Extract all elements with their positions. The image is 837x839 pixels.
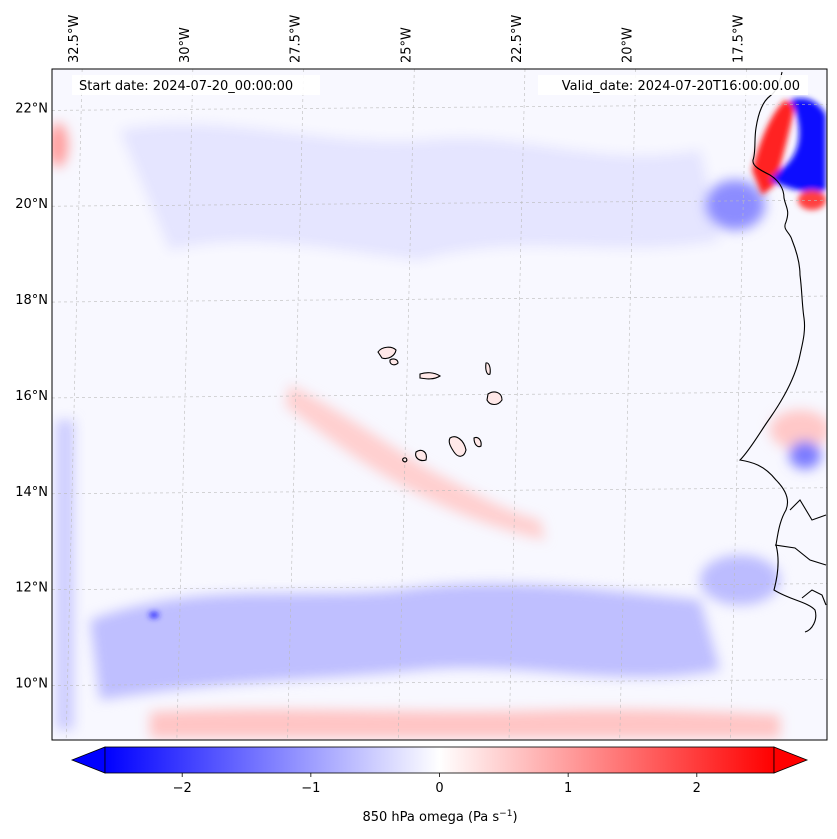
omega-northeast-blue	[705, 180, 765, 230]
colorbar-label-exponent: −1	[499, 809, 512, 819]
longitude-tick-label: 17.5°W	[731, 15, 746, 63]
latitude-tick-label: 14°N	[15, 485, 48, 500]
longitude-tick-label: 27.5°W	[289, 15, 304, 63]
annotation-strip-right	[538, 75, 808, 95]
start-date-label: Start date: 2024-07-20_00:00:00	[79, 79, 293, 94]
coastline-gambia	[774, 544, 827, 566]
omega-left-pink-spot	[52, 123, 68, 167]
colorbar-tick-label: 2	[693, 781, 701, 796]
gridlines	[52, 69, 827, 740]
colorbar-ticks: −2 −1 0 1 2	[173, 773, 701, 796]
island-boa-vista	[486, 391, 503, 406]
longitude-tick-label: 22.5°W	[510, 15, 525, 63]
latitude-tick-label: 12°N	[15, 581, 48, 596]
island-sao-nicolau	[419, 372, 441, 380]
coastline-inlet-senegal	[789, 499, 827, 521]
omega-right-blue-patch	[789, 441, 821, 469]
longitude-tick-labels: 32.5°W 30°W 27.5°W 25°W 22.5°W 20°W 17.5°W	[67, 15, 746, 63]
colorbar: −2 −1 0 1 2 850 hPa omega (Pa s−1)	[70, 746, 809, 825]
latitude-tick-label: 22°N	[15, 101, 48, 116]
longitude-tick-label: 20°W	[621, 27, 636, 63]
coastline-bijagos	[801, 589, 827, 606]
latitude-tick-label: 18°N	[15, 293, 48, 308]
latitude-tick-label: 20°N	[15, 197, 48, 212]
omega-negative-south-band	[90, 583, 720, 700]
meridian-gridline	[65, 69, 83, 740]
longitude-tick-label: 25°W	[399, 27, 414, 63]
omega-weak-negative-north	[120, 124, 720, 260]
colorbar-extend-max	[773, 746, 809, 774]
colorbar-tick-label: −2	[173, 781, 192, 796]
meridian-gridline	[508, 69, 526, 740]
longitude-tick-label: 30°W	[178, 27, 193, 63]
omega-positive-bottom-strip	[150, 709, 780, 738]
omega-coast-red-blob	[798, 190, 826, 210]
island-maio	[473, 436, 482, 448]
island-sao-vicente	[389, 358, 399, 366]
latitude-tick-label: 16°N	[15, 389, 48, 404]
meridian-gridline	[176, 69, 194, 740]
colorbar-tick-label: −1	[301, 781, 320, 796]
map-panel[interactable]: Start date: 2024-07-20_00:00:00 Valid_da…	[48, 69, 830, 740]
omega-field	[52, 123, 827, 738]
omega-southeast-blue	[700, 555, 780, 605]
colorbar-label-end: )	[512, 810, 517, 825]
island-sal	[485, 362, 491, 375]
meridian-gridline	[619, 69, 637, 740]
map-frame	[51, 68, 828, 741]
colorbar-body	[104, 746, 775, 774]
colorbar-extend-min	[70, 746, 106, 774]
omega-positive-band	[285, 385, 545, 540]
colorbar-label: 850 hPa omega (Pa s−1)	[362, 809, 517, 825]
island-santiago	[448, 436, 467, 457]
meridian-gridline	[287, 69, 304, 740]
island-brava	[402, 457, 408, 463]
latitude-tick-label: 10°N	[15, 676, 48, 691]
omega-strong-negative-coast	[770, 98, 826, 192]
island-santo-antao	[377, 346, 397, 360]
latitude-tick-labels: 22°N 20°N 18°N 16°N 14°N 12°N 10°N	[15, 101, 48, 691]
annotation-strip-left	[72, 75, 320, 95]
omega-small-dipole-blue	[149, 612, 159, 618]
meridian-gridline	[730, 69, 747, 740]
colorbar-tick-label: 1	[564, 781, 572, 796]
omega-right-pink-patch	[770, 410, 827, 450]
meridian-gridline	[397, 69, 415, 740]
colorbar-label-main: 850 hPa omega (Pa s	[362, 810, 499, 825]
colorbar-tick-label: 0	[435, 781, 443, 796]
coastlines	[377, 71, 827, 633]
valid-date-label: Valid_date: 2024-07-20T16:00:00.00	[562, 79, 800, 94]
island-fogo	[415, 449, 427, 462]
omega-left-edge-strip	[56, 420, 74, 730]
longitude-tick-label: 32.5°W	[67, 15, 82, 63]
